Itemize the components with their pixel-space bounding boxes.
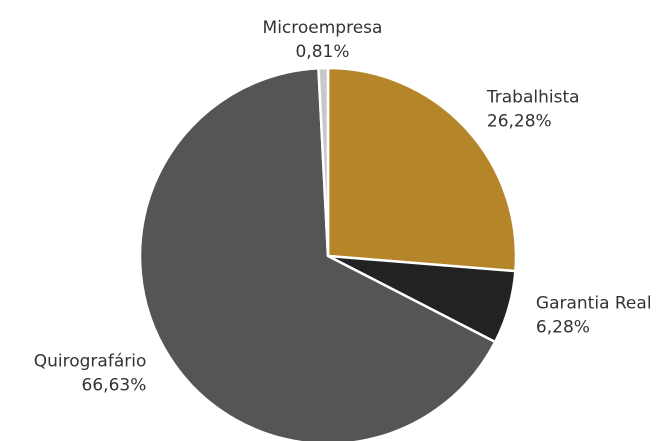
slice-value: 26,28% — [487, 111, 552, 131]
slice-label: Trabalhista — [486, 87, 580, 107]
slice-value: 6,28% — [536, 317, 590, 337]
pie-slice — [138, 66, 497, 441]
slice-label: Garantia Real — [536, 293, 652, 313]
slice-value: 66,63% — [82, 375, 147, 395]
slice-value: 0,81% — [295, 42, 349, 62]
pie-slice — [326, 66, 518, 273]
slice-label: Quirografário — [34, 351, 147, 371]
pie-slice — [317, 66, 330, 257]
slice-label: Microempresa — [263, 18, 383, 38]
